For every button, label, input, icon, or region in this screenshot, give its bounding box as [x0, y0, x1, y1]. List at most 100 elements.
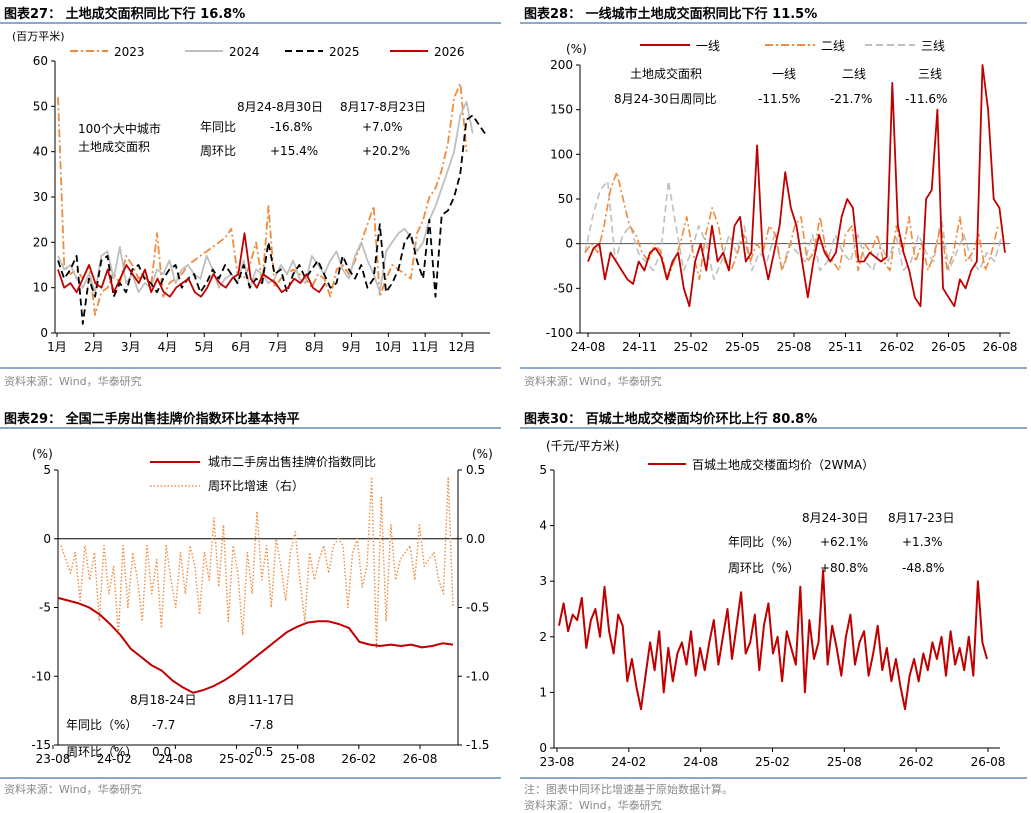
annotation-row-label: 年同比（%） — [66, 718, 137, 732]
y-tick-label: -5 — [39, 601, 51, 615]
series-yoy — [57, 596, 454, 694]
chart-title: 图表30： 百城土地成交楼面均价环比上行 80.8% — [524, 412, 818, 427]
x-tick-label: 26-02 — [341, 752, 376, 766]
annotation-row-label: 8月24-30日周同比 — [614, 92, 717, 106]
legend-2023-label: 2023 — [114, 45, 145, 59]
annotation-value: -0.5 — [250, 745, 273, 759]
y-tick-label: 20 — [33, 235, 48, 249]
y-tick-label: 2 — [539, 630, 547, 644]
x-tick-label: 10月 — [375, 340, 402, 354]
y-tick-label: -10 — [31, 669, 51, 683]
x-tick-label: 1月 — [47, 340, 67, 354]
y-tick-label-right: -1.5 — [466, 738, 489, 752]
y-tick-label: 0 — [43, 532, 51, 546]
annotation-value-tier3: -11.6% — [905, 92, 947, 106]
y-tick-label: 60 — [33, 54, 48, 68]
legend-yoy-label: 城市二手房出售挂牌价指数同比 — [208, 454, 376, 469]
annotation-row-label: 周环比 — [200, 144, 236, 158]
source-text: 资料来源：Wind，华泰研究 — [4, 783, 142, 796]
x-tick-label: 25-05 — [725, 340, 760, 354]
annotation-value: -48.8% — [902, 561, 944, 575]
legend-mom-label: 周环比增速（右） — [208, 478, 304, 493]
x-tick-label: 12月 — [448, 340, 475, 354]
annotation-col-header-2: 8月17-23日 — [888, 511, 955, 525]
y-tick-label-right: 0.5 — [466, 463, 485, 477]
annotation-value: -7.7 — [152, 718, 175, 732]
title-rule — [520, 427, 1027, 429]
annotation-col-header-2: 8月11-17日 — [228, 693, 295, 707]
y-axis-label: (%) — [566, 42, 587, 56]
y-tick-label: 4 — [539, 519, 547, 533]
annotation-row-label: 周环比（%） — [728, 561, 799, 575]
x-tick-label: 24-11 — [622, 340, 657, 354]
annotation-row-label: 年同比（%） — [728, 535, 799, 549]
y-tick-label: 3 — [539, 574, 547, 588]
annotation-value: +7.0% — [362, 120, 403, 134]
panel-second-hand-price: 图表29： 全国二手房出售挂牌价指数环比基本持平 (%) (%) -15 -10 -5 0… — [0, 405, 505, 812]
x-tick-label: 8月 — [305, 340, 325, 354]
annotation-value-tier2: -21.7% — [830, 92, 872, 106]
y-tick-label-right: -1.0 — [466, 669, 489, 683]
y-axis-label: (千元/平方米) — [546, 438, 619, 453]
chart-svg: (%) (%) -15 -10 -5 0 5 -1.5 -1.0 -0.5 0.0 0.5 23-08 2… — [31, 447, 492, 766]
x-tick-label: 11月 — [412, 340, 439, 354]
y-tick-label: -15 — [31, 738, 51, 752]
annotation-col-header-tier1: 一线 — [772, 67, 796, 81]
series-tier1 — [587, 64, 1006, 308]
y-tick-label: 0 — [565, 237, 573, 251]
x-tick-label: 26-02 — [880, 340, 915, 354]
annotation-col-header-1: 8月24-30日 — [802, 511, 869, 525]
note-text: 注：图表中同环比增速基于原始数据计算。 — [524, 783, 733, 796]
panel-land-area: 图表27： 土地成交面积同比下行 16.8% (百万平米) 0 10 20 30 40 50… — [0, 0, 505, 395]
annotation-col-header-2: 8月17-8月23日 — [340, 100, 426, 114]
x-tick-label: 25-08 — [280, 752, 315, 766]
series-tier3 — [584, 180, 1003, 281]
y-tick-label: 1 — [539, 685, 547, 699]
x-tick-label: 26-08 — [971, 755, 1006, 769]
y-tick-label: 200 — [550, 58, 573, 72]
y-tick-label: 5 — [539, 463, 547, 477]
series-weekly-mom — [60, 476, 454, 650]
y-tick-label: 40 — [33, 145, 48, 159]
y-tick-label: 50 — [558, 192, 573, 206]
source-text: 资料来源：Wind，华泰研究 — [4, 375, 142, 388]
source-text: 资料来源：Wind，华泰研究 — [524, 799, 662, 812]
annotation-value: +20.2% — [362, 144, 410, 158]
x-tick-label: 26-08 — [403, 752, 438, 766]
legend-tier2-label: 二线 — [821, 39, 845, 53]
y-tick-label: 10 — [33, 281, 48, 295]
annotation-col-header-area: 土地成交面积 — [630, 66, 702, 81]
y-tick-label: -50 — [553, 281, 573, 295]
chart-title: 图表27： 土地成交面积同比下行 16.8% — [4, 7, 246, 22]
x-tick-label: 25-08 — [777, 340, 812, 354]
series-price — [558, 569, 988, 711]
series-2024 — [57, 100, 474, 294]
x-tick-label: 24-02 — [611, 755, 646, 769]
y-tick-label: 30 — [33, 190, 48, 204]
annotation-label-1: 100个大中城市 — [78, 121, 161, 136]
annotation-value: +15.4% — [270, 144, 318, 158]
annotation-col-header-tier3: 三线 — [918, 67, 942, 81]
source-text: 资料来源：Wind，华泰研究 — [524, 375, 662, 388]
x-tick-label: 25-02 — [674, 340, 709, 354]
x-tick-label: 7月 — [268, 340, 288, 354]
y-tick-label: 100 — [550, 147, 573, 161]
annotation-label-2: 土地成交面积 — [78, 139, 150, 154]
source-rule — [520, 777, 1027, 779]
chart-title: 图表28： 一线城市土地成交面积同比下行 11.5% — [524, 7, 818, 22]
legend-2024-label: 2024 — [229, 45, 260, 59]
x-tick-label: 24-02 — [97, 752, 132, 766]
series-2025 — [57, 114, 486, 325]
annotation-value: +1.3% — [902, 535, 943, 549]
title-rule — [0, 427, 501, 429]
chart-svg: (千元/平方米) 0 1 2 3 4 5 23-08 24-02 24-08 25-02 25-08 2… — [539, 438, 1006, 769]
y-tick-label: 0 — [40, 326, 48, 340]
chart-svg: (%) -100 -50 0 50 100 150 200 24-08 24-11 25-02 25-… — [546, 39, 1018, 354]
annotation-col-header-tier2: 二线 — [842, 67, 866, 81]
title-rule — [0, 22, 501, 24]
x-tick-label: 2月 — [84, 340, 104, 354]
y-tick-label: 0 — [539, 741, 547, 755]
source-rule — [520, 367, 1027, 369]
y-axis-label-left: (%) — [32, 447, 53, 461]
x-tick-label: 26-08 — [983, 340, 1018, 354]
